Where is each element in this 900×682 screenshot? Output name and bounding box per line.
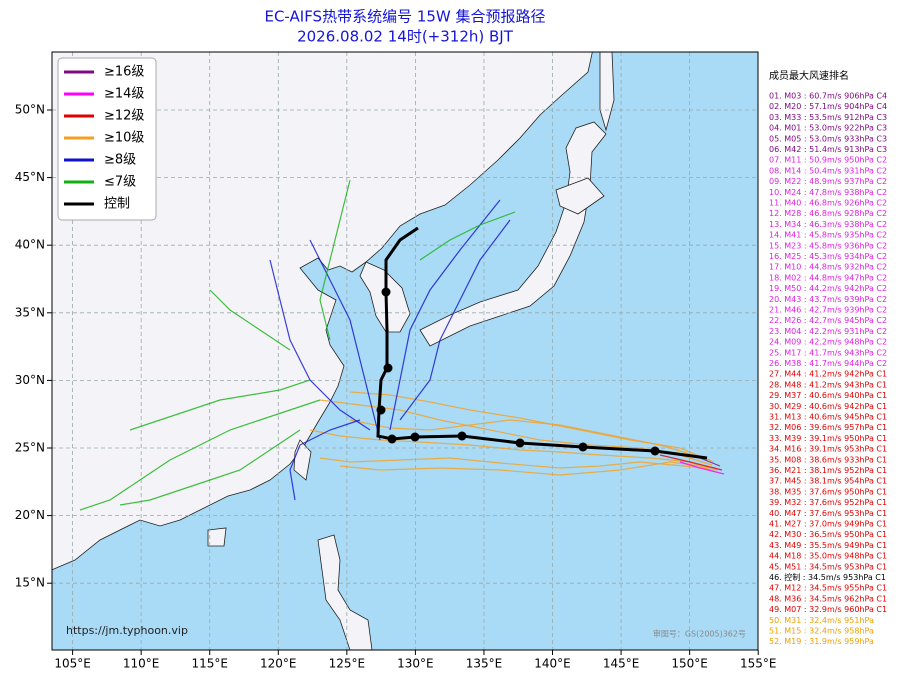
ranking-row: 08. M14 : 50.4m/s 931hPa C2 [769, 166, 887, 175]
ranking-row: 30. M29 : 40.6m/s 942hPa C1 [769, 402, 887, 411]
ranking-row: 28. M48 : 41.2m/s 943hPa C1 [769, 380, 887, 389]
ranking-row: 41. M27 : 37.0m/s 949hPa C1 [769, 520, 887, 529]
lon-label: 110°E [123, 657, 160, 671]
ranking-row: 35. M08 : 38.6m/s 933hPa C1 [769, 455, 887, 464]
ranking-row: 25. M17 : 41.7m/s 943hPa C2 [769, 348, 887, 357]
lon-label: 155°E [740, 657, 777, 671]
lat-label: 15°N [15, 576, 45, 590]
ranking-row: 33. M39 : 39.1m/s 950hPa C1 [769, 434, 887, 443]
ranking-row: 26. M38 : 41.7m/s 944hPa C2 [769, 359, 887, 368]
lon-label: 115°E [191, 657, 228, 671]
axis-labels: 105°E 110°E 115°E 120°E 125°E 130°E 135°E 140°E… [15, 103, 777, 671]
ranking-row: 42. M30 : 36.5m/s 950hPa C1 [769, 530, 887, 539]
lon-label: 105°E [54, 657, 91, 671]
ensemble-tracks [79, 179, 725, 511]
ranking-row: 04. M01 : 53.0m/s 922hPa C3 [769, 124, 887, 133]
ranking-row: 11. M40 : 46.8m/s 926hPa C2 [769, 199, 887, 208]
ranking-row: 01. M03 : 60.7m/s 906hPa C4 [769, 92, 887, 101]
ranking-row: 07. M11 : 50.9m/s 950hPa C2 [769, 156, 887, 165]
ranking-row: 15. M23 : 45.8m/s 936hPa C2 [769, 241, 887, 250]
ranking-row: 38. M35 : 37.6m/s 950hPa C1 [769, 487, 887, 496]
legend-label: ≥14级 [104, 87, 144, 102]
map-body [52, 52, 758, 650]
ranking-row: 43. M49 : 35.5m/s 949hPa C1 [769, 541, 887, 550]
hokkaido [555, 177, 605, 215]
hainan [207, 527, 227, 547]
lat-label: 25°N [15, 441, 45, 455]
ranking-row: 09. M22 : 48.9m/s 937hPa C2 [769, 177, 887, 186]
ranking-row: 29. M37 : 40.6m/s 940hPa C1 [769, 391, 887, 400]
lon-label: 145°E [603, 657, 640, 671]
lat-label: 30°N [15, 373, 45, 387]
ranking-row: 48. M36 : 34.5m/s 962hPa C1 [769, 594, 887, 603]
ranking-row: 16. M25 : 45.3m/s 934hPa C2 [769, 252, 887, 261]
ranking-row: 44. M18 : 35.0m/s 948hPa C1 [769, 552, 887, 561]
ranking-row: 49. M07 : 32.9m/s 960hPa C1 [769, 605, 887, 614]
ranking-row: 12. M28 : 46.8m/s 928hPa C2 [769, 209, 887, 218]
title: EC-AIFS热带系统编号 15W 集合预报路径 [264, 8, 545, 26]
ranking-row: 46. 控制 : 34.5m/s 953hPa C1 [769, 572, 886, 582]
ranking-row: 31. M13 : 40.6m/s 945hPa C1 [769, 413, 887, 422]
lat-label: 45°N [15, 170, 45, 184]
lon-label: 120°E [260, 657, 297, 671]
ranking-row: 06. M42 : 51.4m/s 913hPa C3 [769, 145, 887, 154]
ranking-row: 03. M33 : 53.5m/s 912hPa C3 [769, 113, 887, 122]
ranking-title: 成员最大风速排名 [769, 69, 849, 82]
ranking-row: 22. M26 : 42.7m/s 945hPa C2 [769, 316, 887, 325]
ranking-row: 40. M47 : 37.6m/s 953hPa C1 [769, 509, 887, 518]
legend-label: ≥8级 [104, 153, 136, 168]
legend-label: ≥12级 [104, 109, 144, 124]
ranking-row: 24. M09 : 42.2m/s 948hPa C2 [769, 338, 887, 347]
legend-label: ≤7级 [104, 175, 136, 190]
subtitle: 2026.08.02 14时(+312h) BJT [297, 28, 514, 46]
ranking-row: 39. M32 : 37.6m/s 952hPa C1 [769, 498, 887, 507]
legend-label: ≥16级 [104, 65, 144, 80]
ranking-row: 13. M34 : 46.3m/s 938hPa C2 [769, 220, 887, 229]
lat-label: 20°N [15, 508, 45, 522]
ranking-row: 14. M41 : 45.8m/s 935hPa C2 [769, 231, 887, 240]
ranking-row: 34. M16 : 39.1m/s 953hPa C1 [769, 445, 887, 454]
ranking-row: 02. M20 : 57.1m/s 904hPa C4 [769, 102, 887, 111]
approval-number: 审图号：GS(2005)362号 [653, 629, 746, 639]
lon-label: 125°E [329, 657, 366, 671]
lat-label: 40°N [15, 238, 45, 252]
legend-label: ≥10级 [104, 131, 144, 146]
ranking-row: 21. M46 : 42.7m/s 939hPa C2 [769, 306, 887, 315]
ranking-row: 27. M44 : 41.2m/s 942hPa C1 [769, 370, 887, 379]
ranking-row: 32. M06 : 39.6m/s 957hPa C1 [769, 423, 887, 432]
map-frame [51, 51, 759, 651]
ranking-row: 37. M45 : 38.1m/s 954hPa C1 [769, 477, 887, 486]
philippines [317, 534, 373, 650]
sakhalin [599, 52, 615, 132]
lat-label: 50°N [15, 103, 45, 117]
ranking-row: 45. M51 : 34.5m/s 953hPa C1 [769, 562, 887, 571]
source-url: https://jm.typhoon.vip [66, 624, 188, 637]
ranking-row: 20. M43 : 43.7m/s 939hPa C2 [769, 295, 887, 304]
ranking-row: 18. M02 : 44.8m/s 947hPa C2 [769, 273, 887, 282]
ranking-row: 17. M10 : 44.8m/s 932hPa C2 [769, 263, 887, 272]
ranking-row: 19. M50 : 44.2m/s 942hPa C2 [769, 284, 887, 293]
japan [419, 121, 607, 347]
legend-label: 控制 [104, 197, 130, 212]
control-track [376, 226, 708, 460]
lat-label: 35°N [15, 305, 45, 319]
lon-label: 135°E [466, 657, 503, 671]
ranking-row: 05. M05 : 53.0m/s 933hPa C3 [769, 134, 887, 143]
ranking-row: 23. M04 : 42.2m/s 931hPa C2 [769, 327, 887, 336]
control-points [376, 287, 660, 456]
lon-label: 140°E [534, 657, 571, 671]
lon-label: 130°E [397, 657, 434, 671]
legend-box [57, 57, 157, 221]
lon-label: 150°E [671, 657, 708, 671]
ranking-row: 47. M12 : 34.5m/s 955hPa C1 [769, 584, 887, 593]
ranking-row: 52. M19 : 31.9m/s 959hPa [769, 637, 874, 646]
grid [52, 52, 758, 650]
ranking-row: 10. M24 : 47.8m/s 938hPa C2 [769, 188, 887, 197]
ranking-row: 50. M31 : 32.4m/s 951hPa [769, 616, 874, 625]
ranking-row: 36. M21 : 38.1m/s 952hPa C1 [769, 466, 887, 475]
ranking-row: 51. M15 : 32.4m/s 958hPa [769, 627, 874, 636]
